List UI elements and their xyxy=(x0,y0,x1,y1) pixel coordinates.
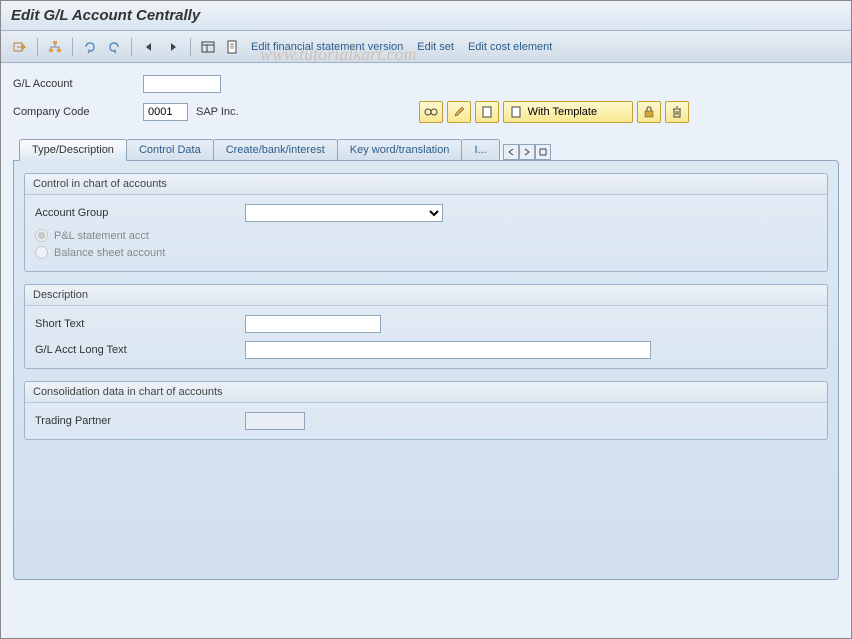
description-group: Description Short Text G/L Acct Long Tex… xyxy=(24,284,828,369)
layout-icon xyxy=(201,40,215,54)
hierarchy-icon xyxy=(48,40,62,54)
tab-nav xyxy=(503,144,551,160)
tab-keyword[interactable]: Key word/translation xyxy=(337,139,463,160)
pencil-icon xyxy=(453,106,465,118)
consolidation-group: Consolidation data in chart of accounts … xyxy=(24,381,828,440)
separator xyxy=(131,38,132,56)
long-text-input[interactable] xyxy=(245,341,651,359)
trash-icon xyxy=(672,106,682,118)
lock-icon xyxy=(644,106,654,118)
document-button[interactable] xyxy=(221,36,243,58)
with-template-button[interactable]: With Template xyxy=(503,101,633,123)
short-text-input[interactable] xyxy=(245,315,381,333)
page-title: Edit G/L Account Centrally xyxy=(1,1,851,31)
redo-icon xyxy=(107,40,121,54)
undo-icon xyxy=(83,40,97,54)
chevron-left-icon xyxy=(508,148,514,156)
pl-statement-radio xyxy=(35,229,48,242)
tab-control-data[interactable]: Control Data xyxy=(126,139,214,160)
undo-button[interactable] xyxy=(79,36,101,58)
edit-button[interactable] xyxy=(447,101,471,123)
tab-overflow[interactable]: I... xyxy=(461,139,499,160)
separator xyxy=(37,38,38,56)
tab-scroll-right[interactable] xyxy=(519,144,535,160)
chevron-right-icon xyxy=(524,148,530,156)
trading-partner-label: Trading Partner xyxy=(35,415,245,427)
short-text-label: Short Text xyxy=(35,318,245,330)
form-area: G/L Account Company Code SAP Inc. With T… xyxy=(1,63,851,638)
tab-scroll-left[interactable] xyxy=(503,144,519,160)
tab-type-description[interactable]: Type/Description xyxy=(19,139,127,161)
create-button[interactable] xyxy=(475,101,499,123)
main-toolbar: Edit financial statement version Edit se… xyxy=(1,31,851,63)
lock-button[interactable] xyxy=(637,101,661,123)
company-code-name: SAP Inc. xyxy=(196,106,239,118)
description-group-title: Description xyxy=(25,285,827,306)
next-button[interactable] xyxy=(162,36,184,58)
redo-button[interactable] xyxy=(103,36,125,58)
balance-sheet-radio xyxy=(35,246,48,259)
control-group: Control in chart of accounts Account Gro… xyxy=(24,173,828,272)
tab-list-button[interactable] xyxy=(535,144,551,160)
template-doc-icon xyxy=(510,106,522,118)
triangle-right-icon xyxy=(168,42,178,52)
tab-list-icon xyxy=(539,148,547,156)
account-group-select[interactable] xyxy=(245,204,443,222)
prev-button[interactable] xyxy=(138,36,160,58)
hierarchy-button[interactable] xyxy=(44,36,66,58)
new-doc-icon xyxy=(481,106,493,118)
account-group-label: Account Group xyxy=(35,207,245,219)
pl-statement-label: P&L statement acct xyxy=(54,230,149,242)
tab-content: Control in chart of accounts Account Gro… xyxy=(13,160,839,580)
glasses-icon xyxy=(424,107,438,117)
gl-account-input[interactable] xyxy=(143,75,221,93)
separator xyxy=(72,38,73,56)
company-code-label: Company Code xyxy=(13,106,143,118)
consolidation-group-title: Consolidation data in chart of accounts xyxy=(25,382,827,403)
action-buttons: With Template xyxy=(419,101,689,123)
document-icon xyxy=(225,40,239,54)
table-arrow-icon xyxy=(13,40,27,54)
display-button[interactable] xyxy=(419,101,443,123)
edit-cost-link[interactable]: Edit cost element xyxy=(468,41,552,53)
gl-account-row: G/L Account xyxy=(13,73,839,95)
edit-set-link[interactable]: Edit set xyxy=(417,41,454,53)
gl-account-label: G/L Account xyxy=(13,78,143,90)
separator xyxy=(190,38,191,56)
delete-button[interactable] xyxy=(665,101,689,123)
balance-sheet-label: Balance sheet account xyxy=(54,247,165,259)
template-btn-label: With Template xyxy=(528,106,598,118)
long-text-label: G/L Acct Long Text xyxy=(35,344,245,356)
company-code-row: Company Code SAP Inc. With Template xyxy=(13,101,839,123)
tabs-container: Type/Description Control Data Create/ban… xyxy=(13,139,839,580)
trading-partner-input[interactable] xyxy=(245,412,305,430)
triangle-left-icon xyxy=(144,42,154,52)
tab-strip: Type/Description Control Data Create/ban… xyxy=(19,139,839,160)
control-group-title: Control in chart of accounts xyxy=(25,174,827,195)
edit-fsv-link[interactable]: Edit financial statement version xyxy=(251,41,403,53)
display-change-button[interactable] xyxy=(9,36,31,58)
tab-create-bank[interactable]: Create/bank/interest xyxy=(213,139,338,160)
company-code-input[interactable] xyxy=(143,103,188,121)
layout-button[interactable] xyxy=(197,36,219,58)
